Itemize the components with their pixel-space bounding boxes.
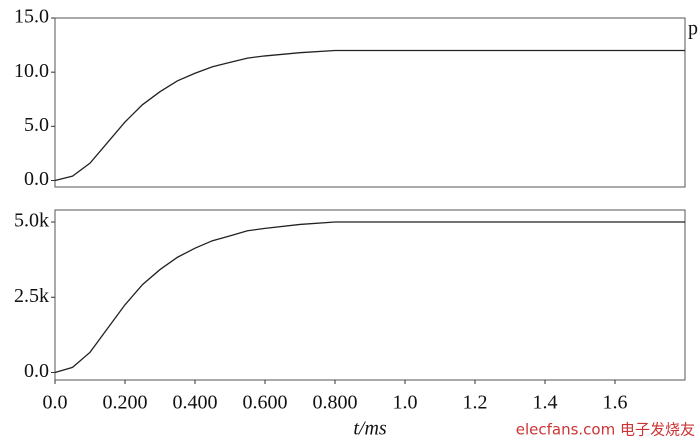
watermark: elecfans.com 电子发烧友 bbox=[516, 421, 695, 439]
y-tick-label: 5.0 bbox=[24, 114, 49, 136]
y-tick-label: 0.0 bbox=[24, 168, 49, 190]
x-tick-label: 1.6 bbox=[603, 392, 628, 414]
y-tick-label: 15.0 bbox=[14, 6, 49, 28]
x-tick-label: 1.4 bbox=[533, 392, 558, 414]
x-tick-label: 1.2 bbox=[463, 392, 488, 414]
x-tick-label: 0.0 bbox=[43, 392, 68, 414]
x-axis-label: t/ms bbox=[353, 418, 387, 440]
y-tick-label: 10.0 bbox=[14, 60, 49, 82]
plot-frame bbox=[54, 17, 686, 188]
y-tick-label: 5.0k bbox=[14, 210, 49, 232]
y-axis-label: p bbox=[688, 18, 698, 40]
x-tick-label: 1.0 bbox=[393, 392, 418, 414]
line bbox=[54, 49, 685, 182]
line bbox=[54, 221, 685, 374]
y-tick-label: 0.0 bbox=[24, 360, 49, 382]
x-tick-label: 0.400 bbox=[173, 392, 218, 414]
x-tick-label: 0.200 bbox=[103, 392, 148, 414]
x-tick-label: 0.600 bbox=[243, 392, 288, 414]
x-tick-label: 0.800 bbox=[313, 392, 358, 414]
y-tick-label: 2.5k bbox=[14, 285, 49, 307]
plot-frame bbox=[54, 209, 686, 381]
